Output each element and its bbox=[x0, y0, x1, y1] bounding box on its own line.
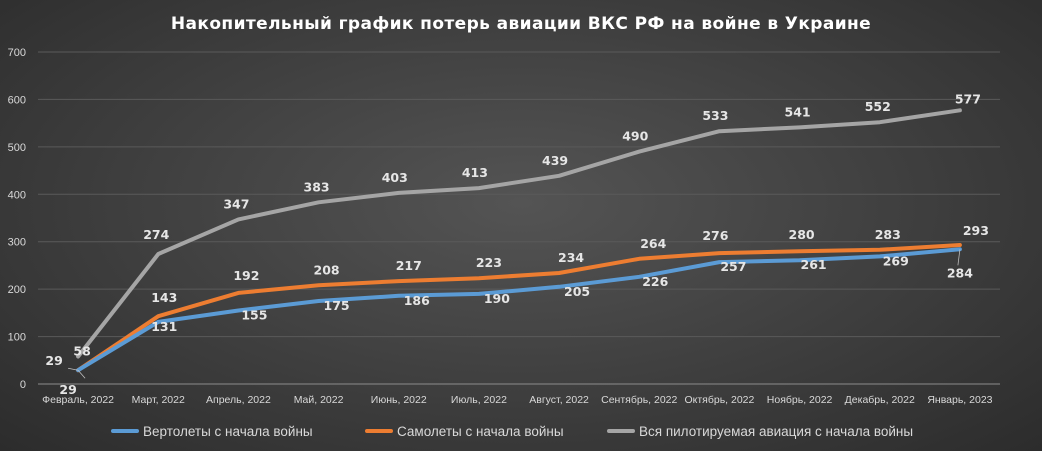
y-tick-label: 600 bbox=[8, 94, 26, 106]
y-tick-label: 300 bbox=[8, 237, 26, 249]
series-line bbox=[76, 247, 962, 373]
data-label: 175 bbox=[324, 298, 350, 313]
x-tick-label: Июнь, 2022 bbox=[371, 394, 427, 406]
data-label: 439 bbox=[542, 153, 568, 168]
data-label: 261 bbox=[801, 257, 827, 272]
data-labels: 29 131 155 175 186 190 205 226 257 261 269 284 29 143… bbox=[45, 91, 989, 397]
data-label: 131 bbox=[151, 319, 177, 334]
x-tick-label: Март, 2022 bbox=[132, 394, 185, 406]
series-lines bbox=[76, 108, 962, 373]
x-tick-label: Январь, 2023 bbox=[927, 394, 992, 406]
x-axis: Февраль, 2022 Март, 2022 Апрель, 2022 Май, … bbox=[42, 394, 993, 406]
data-label: 383 bbox=[304, 179, 330, 194]
legend: Вертолеты с начала войны Самолеты с начал… bbox=[111, 424, 913, 439]
data-label: 283 bbox=[875, 227, 901, 242]
x-tick-label: Апрель, 2022 bbox=[206, 394, 271, 406]
data-label: 190 bbox=[484, 291, 510, 306]
y-tick-label: 0 bbox=[20, 379, 26, 391]
data-label: 264 bbox=[640, 236, 666, 251]
chart-title: Накопительный график потерь авиации ВКС … bbox=[171, 14, 871, 34]
data-label: 541 bbox=[785, 104, 811, 119]
data-label: 208 bbox=[314, 262, 340, 277]
data-label: 280 bbox=[789, 227, 815, 242]
label-leader-line bbox=[957, 249, 961, 266]
data-label: 29 bbox=[59, 382, 76, 397]
series-line bbox=[76, 243, 962, 373]
data-label: 217 bbox=[396, 258, 422, 273]
legend-label: Вся пилотируемая авиация с начала войны bbox=[639, 424, 913, 439]
x-tick-label: Август, 2022 bbox=[529, 394, 589, 406]
data-label: 223 bbox=[476, 255, 502, 270]
data-label: 205 bbox=[564, 284, 590, 299]
data-label: 276 bbox=[702, 228, 728, 243]
data-label: 155 bbox=[241, 307, 267, 322]
x-tick-label: Сентябрь, 2022 bbox=[601, 394, 677, 406]
data-label: 403 bbox=[382, 170, 408, 185]
y-tick-label: 400 bbox=[8, 189, 26, 201]
series-line bbox=[76, 108, 962, 359]
x-tick-label: Февраль, 2022 bbox=[42, 394, 114, 406]
data-label: 552 bbox=[865, 99, 891, 114]
label-leader-line bbox=[68, 367, 79, 371]
data-label: 293 bbox=[963, 223, 989, 238]
data-label: 226 bbox=[642, 274, 668, 289]
y-tick-label: 700 bbox=[8, 47, 26, 59]
y-tick-label: 500 bbox=[8, 142, 26, 154]
data-label: 347 bbox=[223, 196, 249, 211]
data-label: 490 bbox=[622, 129, 648, 144]
x-tick-label: Декабрь, 2022 bbox=[845, 394, 915, 406]
x-tick-label: Май, 2022 bbox=[294, 394, 344, 406]
label-leader-line bbox=[77, 369, 86, 379]
data-label: 577 bbox=[955, 91, 981, 106]
y-axis: 0 100 200 300 400 500 600 700 bbox=[8, 47, 26, 391]
data-label: 533 bbox=[702, 108, 728, 123]
x-tick-label: Ноябрь, 2022 bbox=[767, 394, 833, 406]
data-label: 413 bbox=[462, 165, 488, 180]
data-label: 186 bbox=[404, 293, 430, 308]
x-tick-label: Июль, 2022 bbox=[451, 394, 507, 406]
x-tick-label: Октябрь, 2022 bbox=[684, 394, 754, 406]
data-label: 269 bbox=[883, 253, 909, 268]
data-label: 192 bbox=[233, 268, 259, 283]
y-tick-label: 100 bbox=[8, 332, 26, 344]
data-label: 29 bbox=[45, 353, 62, 368]
data-label: 58 bbox=[73, 343, 90, 358]
gridlines bbox=[38, 51, 1000, 385]
data-label: 234 bbox=[558, 250, 584, 265]
legend-label: Вертолеты с начала войны bbox=[143, 424, 313, 439]
data-label: 284 bbox=[947, 265, 973, 280]
data-label: 257 bbox=[720, 259, 746, 274]
y-tick-label: 200 bbox=[8, 284, 26, 296]
legend-label: Самолеты с начала войны bbox=[397, 424, 564, 439]
data-label: 274 bbox=[143, 227, 169, 242]
data-label: 143 bbox=[151, 290, 177, 305]
